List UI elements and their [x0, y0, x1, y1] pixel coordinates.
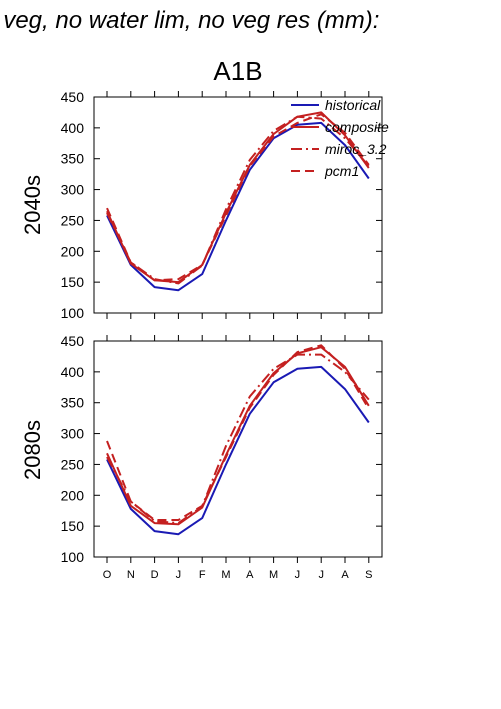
y-tick-label: 250 — [61, 456, 85, 472]
figure-title: f veg, no water lim, no veg res (mm): — [0, 7, 379, 34]
x-tick-label: N — [127, 569, 135, 581]
y-tick-label: 350 — [61, 395, 85, 411]
y-tick-label: 250 — [61, 212, 85, 228]
x-tick-label: M — [269, 569, 278, 581]
y-tick-label: 100 — [61, 549, 85, 565]
chart-panel-2040s: 100 150 200 250 300 350 400 450 — [61, 89, 383, 321]
y-tick-label: 200 — [61, 243, 85, 259]
x-tick-label: S — [365, 569, 372, 581]
y-tick-label: 100 — [61, 305, 85, 321]
y-tick-label: 150 — [61, 518, 85, 534]
x-tick-label: O — [103, 569, 112, 581]
panel-title: A1B — [213, 56, 262, 86]
y-tick-label: 450 — [61, 89, 85, 105]
series-line-historical — [106, 365, 370, 536]
y-tick-label: 400 — [61, 120, 85, 136]
y-tick-label: 400 — [61, 364, 85, 380]
x-tick-label: J — [318, 569, 324, 581]
y-tick-label: 200 — [61, 487, 85, 503]
series-line-pcm1 — [106, 113, 370, 282]
y-tick-label: 300 — [61, 182, 85, 198]
series-line-historical — [106, 121, 370, 292]
y-tick-label: 450 — [61, 333, 85, 349]
x-tick-label: J — [176, 569, 182, 581]
legend-label: pcm1 — [324, 163, 359, 179]
x-tick-label: A — [246, 569, 254, 581]
plot-frame — [93, 96, 383, 314]
row-label-2080s: 2080s — [20, 420, 45, 480]
legend: historical composite miroc_3.2 pcm1 — [291, 97, 389, 179]
x-tick-label: F — [199, 569, 206, 581]
x-tick-label: M — [221, 569, 230, 581]
y-tick-label: 350 — [61, 151, 85, 167]
chart-panel-2080s: 100 150 200 250 300 350 400 450 O N D J F M A M J J A S — [61, 333, 383, 581]
x-tick-label: J — [295, 569, 301, 581]
legend-label: historical — [325, 97, 381, 113]
legend-label: composite — [325, 119, 389, 135]
legend-label: miroc_3.2 — [325, 141, 387, 157]
row-label-2040s: 2040s — [20, 175, 45, 235]
y-tick-label: 300 — [61, 426, 85, 442]
y-tick-label: 150 — [61, 274, 85, 290]
series-line-miroc-3-2 — [106, 115, 370, 285]
x-tick-label: D — [151, 569, 159, 581]
plot-frame — [93, 340, 383, 558]
x-tick-label: A — [341, 569, 349, 581]
series-line-miroc-3-2 — [106, 353, 370, 525]
series-line-pcm1 — [106, 344, 370, 521]
